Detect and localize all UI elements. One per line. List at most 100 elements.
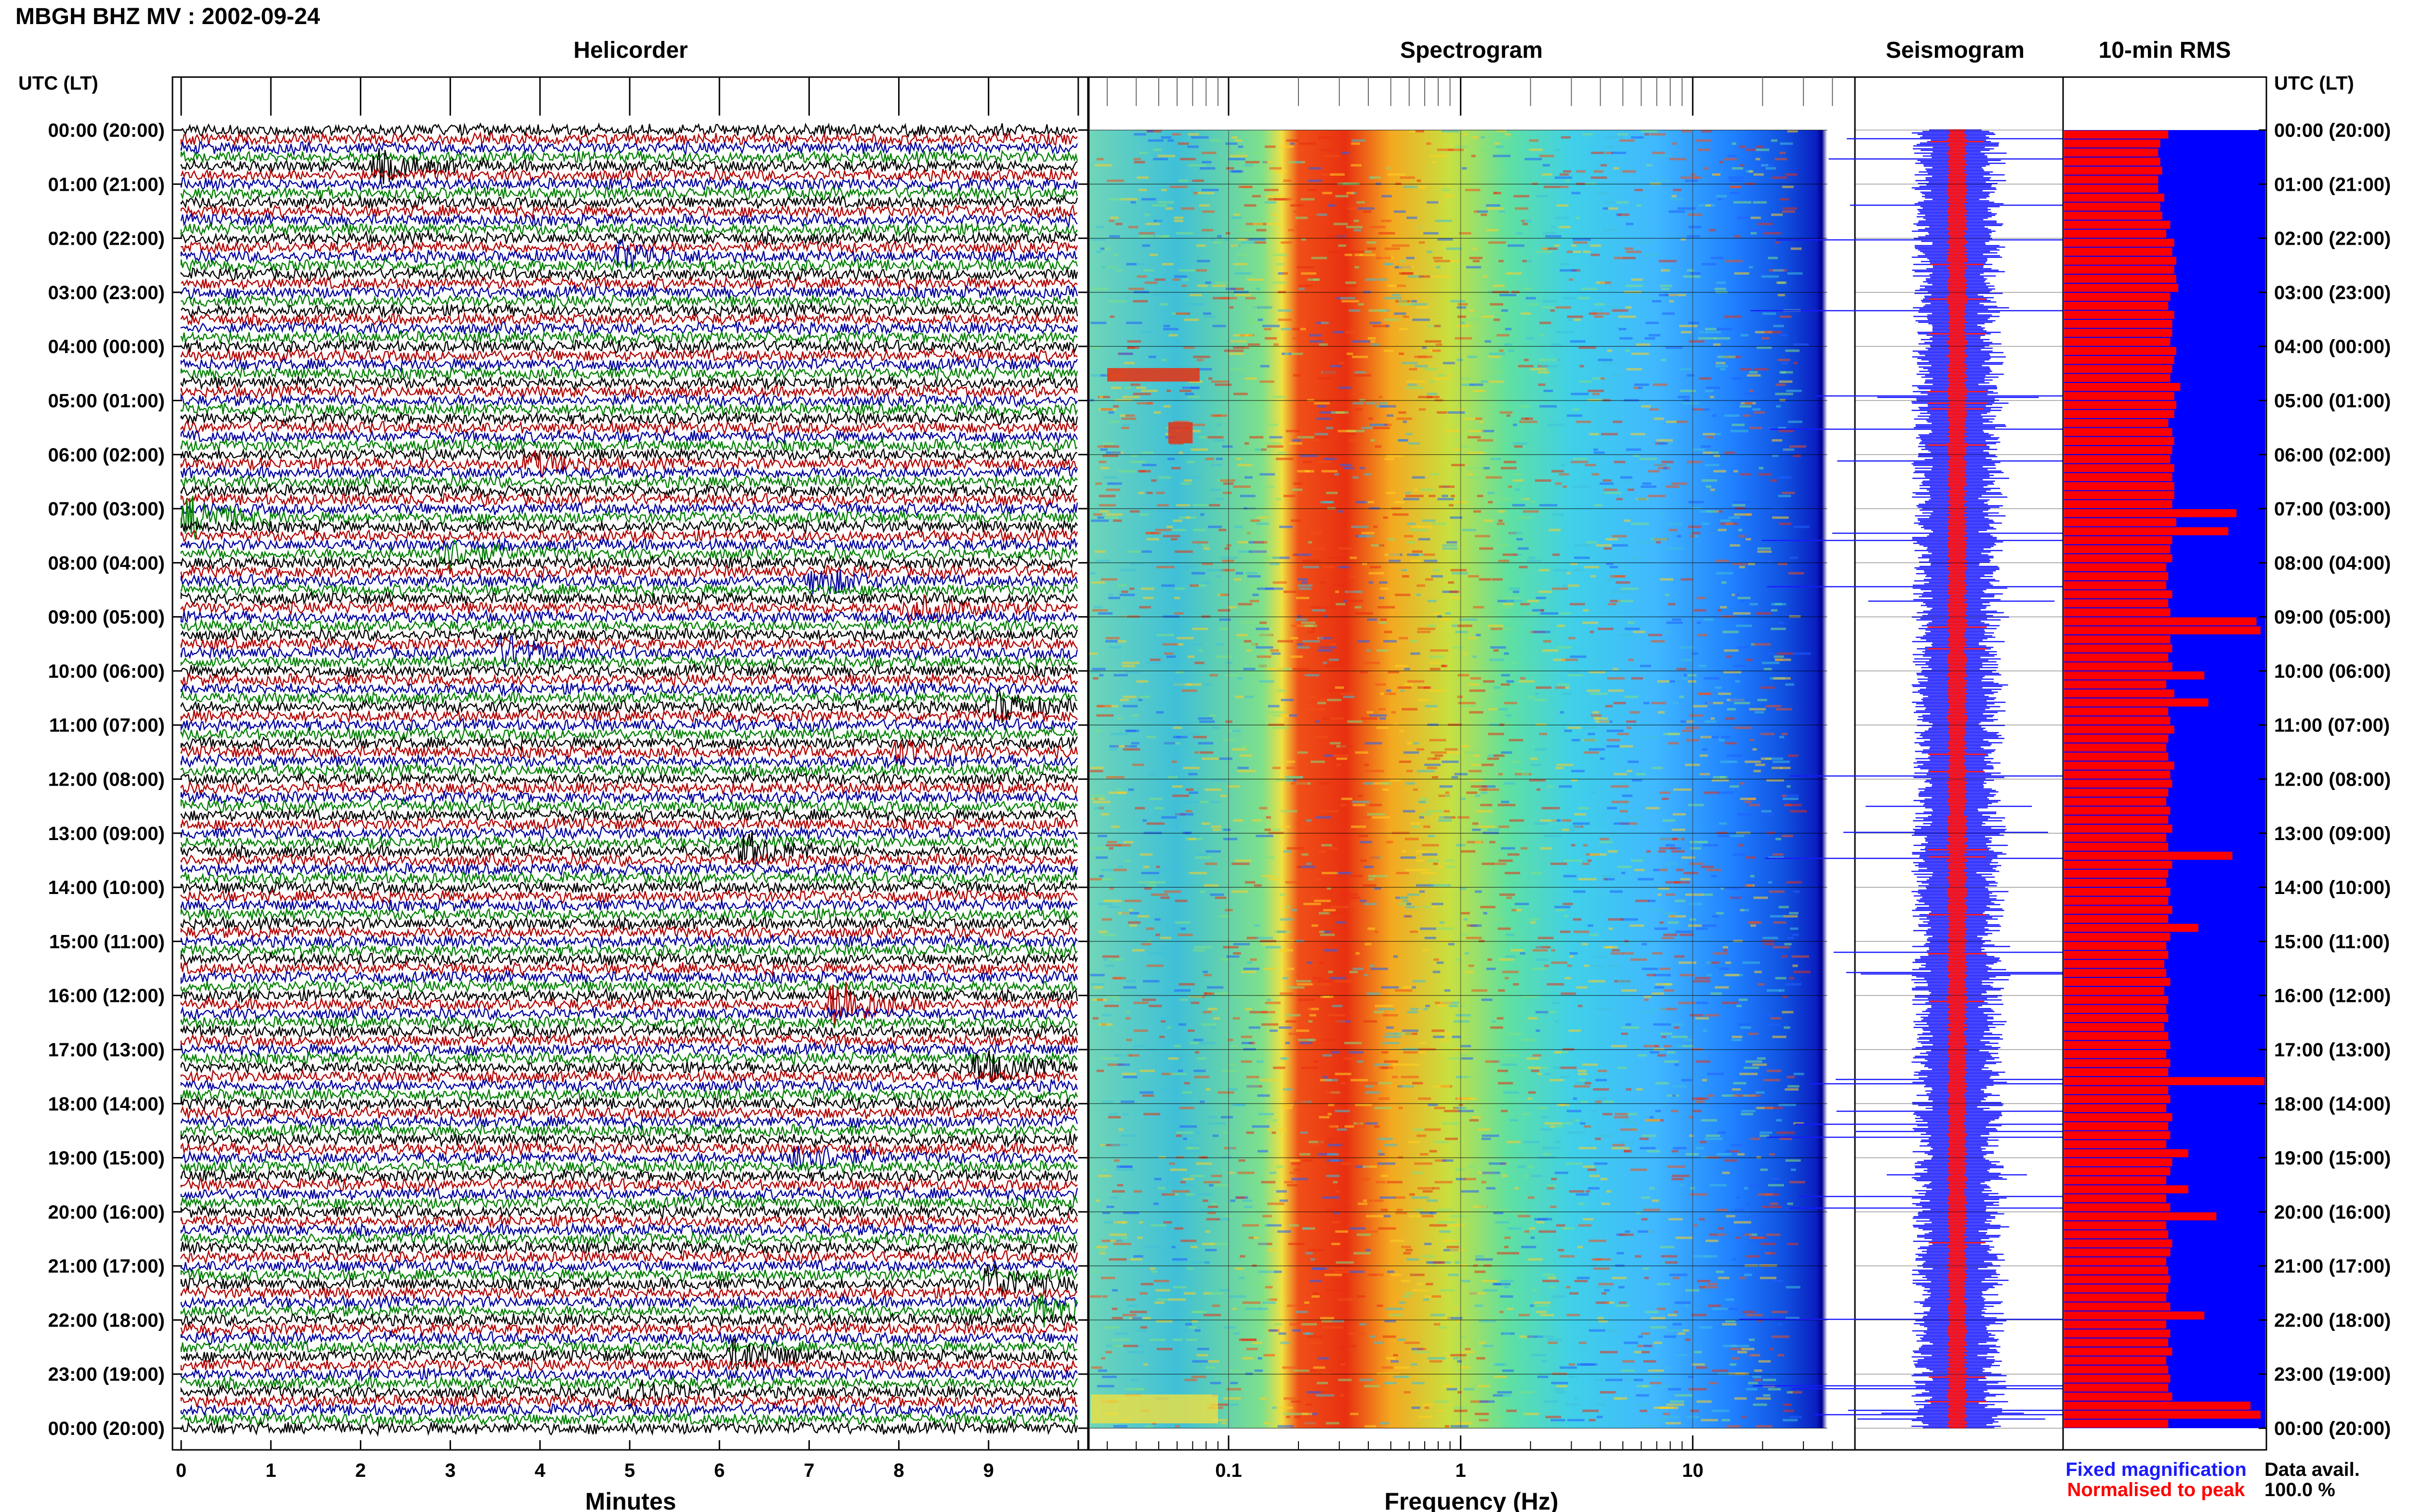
helicorder-panel [172, 76, 1089, 1451]
rms-bar [2064, 148, 2158, 157]
helicorder-trace [180, 1358, 1078, 1374]
rms-bar [2064, 1149, 2188, 1157]
rms-bar [2064, 842, 2169, 851]
time-label: 03:00 (23:00) [2274, 282, 2391, 303]
time-label: 19:00 (15:00) [48, 1148, 165, 1169]
helicorder-x-tick-label: 3 [445, 1460, 455, 1481]
helicorder-trace [180, 167, 1078, 184]
rms-bar [2064, 960, 2164, 968]
rms-bar [2064, 139, 2160, 148]
rms-bar [2064, 1113, 2172, 1121]
rms-bar [2064, 725, 2174, 734]
helicorder-trace [180, 753, 1078, 770]
rms-bar [2064, 680, 2167, 689]
rms-bar [2064, 229, 2167, 238]
rms-bar [2064, 833, 2167, 842]
time-label: 21:00 (17:00) [48, 1256, 165, 1277]
helicorder-xlabel: Minutes [585, 1488, 676, 1512]
helicorder-trace [180, 383, 1078, 400]
helicorder-trace [180, 634, 1078, 669]
helicorder-trace [180, 140, 1078, 157]
rms-bar [2064, 347, 2176, 355]
helicorder-trace [180, 906, 1078, 923]
helicorder-trace [180, 807, 1078, 824]
helicorder-x-tick-label: 5 [624, 1460, 635, 1481]
rms-bar [2064, 355, 2174, 364]
time-label: 20:00 (16:00) [2274, 1202, 2391, 1223]
helicorder-trace [180, 738, 1078, 767]
spectrogram-title: Spectrogram [1400, 38, 1543, 63]
helicorder-trace [180, 464, 1078, 480]
time-label: 15:00 (11:00) [49, 931, 165, 952]
helicorder-trace [180, 1041, 1078, 1059]
rms-bar [2064, 1320, 2167, 1329]
rms-bar [2064, 825, 2172, 833]
time-label: 00:00 (20:00) [48, 120, 165, 141]
time-label: 02:00 (22:00) [48, 228, 165, 250]
rms-bar [2064, 437, 2174, 445]
helicorder-trace [180, 1014, 1078, 1031]
helicorder-trace [180, 230, 1078, 247]
rms-bar [2064, 806, 2171, 815]
rms-bar [2064, 608, 2171, 617]
rms-bar [2064, 951, 2169, 959]
time-label: 18:00 (14:00) [2274, 1093, 2391, 1115]
rms-bar [2064, 455, 2171, 463]
rms-bar [2064, 1329, 2171, 1338]
helicorder-trace [180, 618, 1078, 634]
helicorder-trace [180, 608, 1078, 625]
helicorder-trace [180, 1006, 1078, 1023]
helicorder-trace [180, 1087, 1078, 1103]
spectrogram-x-ticks: 0.1 1 10 [1215, 1460, 1703, 1481]
rms-bar [2064, 662, 2172, 671]
rms-bar [2064, 626, 2261, 634]
seismogram-panel [1739, 76, 2179, 1451]
helicorder-trace [180, 257, 1078, 274]
rms-bar [2064, 238, 2174, 247]
helicorder-trace [180, 1285, 1078, 1302]
helicorder-trace [180, 1068, 1078, 1085]
helicorder-trace [180, 284, 1078, 301]
rms-bar [2064, 1383, 2169, 1392]
rms-bar [2064, 175, 2158, 184]
seismogram-normalised-trace [1927, 129, 1987, 1429]
helicorder-x-tick-label: 6 [714, 1460, 725, 1481]
rms-bar [2064, 635, 2171, 644]
time-label: 03:00 (23:00) [48, 282, 165, 303]
helicorder-trace [180, 1258, 1078, 1275]
helicorder-trace [180, 870, 1078, 886]
rms-bar [2064, 527, 2229, 536]
helicorder-trace [180, 834, 1078, 851]
time-label: 19:00 (15:00) [2274, 1148, 2391, 1169]
rms-bar [2064, 581, 2167, 590]
helicorder-trace [180, 450, 1078, 479]
time-label: 23:00 (19:00) [48, 1364, 165, 1385]
time-labels-right: 00:00 (20:00) 01:00 (21:00) 02:00 (22:00) 0… [2259, 120, 2391, 1439]
helicorder-trace [180, 888, 1078, 905]
rms-bar [2064, 311, 2174, 319]
rms-bar [2064, 500, 2172, 508]
helicorder-trace [180, 942, 1078, 959]
helicorder-trace [180, 474, 1078, 491]
helicorder-trace [180, 861, 1078, 878]
rms-bar [2064, 482, 2174, 490]
rms-bar [2064, 158, 2160, 166]
rms-bar [2064, 1050, 2167, 1058]
time-label: 16:00 (12:00) [48, 986, 165, 1007]
rms-bar [2064, 933, 2171, 941]
rms-bar [2064, 518, 2176, 526]
helicorder-trace [180, 500, 1078, 517]
helicorder-trace [180, 581, 1078, 599]
helicorder-trace [180, 1050, 1078, 1083]
helicorder-trace [180, 1078, 1078, 1095]
helicorder-title: Helicorder [573, 38, 688, 63]
helicorder-trace [180, 762, 1078, 778]
helicorder-trace [180, 593, 1078, 626]
rms-bar [2064, 815, 2169, 824]
time-label: 09:00 (05:00) [48, 607, 165, 628]
rms-bar [2064, 1293, 2167, 1302]
helicorder-trace [180, 1291, 1078, 1328]
helicorder-trace [180, 483, 1078, 500]
time-label: 21:00 (17:00) [2274, 1256, 2391, 1277]
time-label: 06:00 (02:00) [48, 445, 165, 466]
